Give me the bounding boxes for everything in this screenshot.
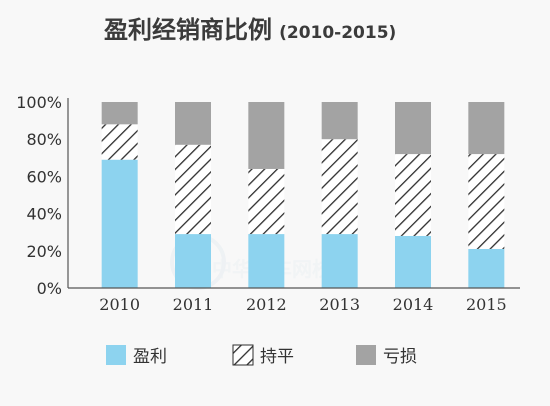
bar-segment-breakeven-2015: [468, 154, 505, 249]
bar-segment-breakeven-2011: [175, 144, 211, 235]
legend-swatch-2: [356, 345, 376, 365]
x-tick-label: 2012: [246, 295, 287, 314]
x-axis: 2010 2011 2012 2013 2014 2015: [68, 287, 520, 314]
x-tick-label: 2010: [99, 295, 140, 314]
x-tick-label: 2011: [173, 295, 214, 314]
bar-segment-breakeven-2014: [395, 154, 431, 236]
y-tick-label: 60%: [26, 167, 62, 186]
bar-segment-loss-2015: [468, 102, 505, 155]
bar-segment-loss-2012: [248, 102, 285, 169]
bar-segment-breakeven-2013: [321, 139, 358, 235]
chart-title-main: 盈利经销商比例: [103, 16, 272, 44]
legend-label: 持平: [260, 347, 294, 367]
bars-group: [101, 102, 505, 288]
bar-segment-loss-2011: [175, 102, 211, 145]
legend-label: 盈利: [133, 347, 167, 367]
bar-segment-loss-2013: [321, 102, 358, 140]
chart-title-sub: (2010-2015): [279, 23, 396, 43]
bar-segment-profit-2014: [395, 235, 431, 288]
chart-title: 盈利经销商比例 (2010-2015): [103, 16, 396, 44]
bar-segment-profit-2013: [321, 234, 358, 288]
legend-swatch-0: [106, 345, 126, 365]
y-tick-label: 80%: [26, 130, 62, 149]
bar-segment-profit-2011: [175, 234, 211, 288]
bar-segment-profit-2012: [248, 234, 285, 288]
y-tick-label: 0%: [37, 279, 62, 298]
legend: 盈利 持平 亏损: [106, 344, 417, 367]
x-tick-label: 2015: [466, 295, 507, 314]
y-tick-label: 20%: [26, 242, 62, 261]
y-axis: 0% 20% 40% 60% 80% 100%: [16, 93, 69, 298]
bar-segment-breakeven-2010: [101, 124, 138, 160]
bar-segment-breakeven-2012: [248, 168, 285, 235]
bar-segment-profit-2010: [101, 159, 138, 288]
legend-label: 亏损: [383, 347, 417, 367]
bar-segment-profit-2015: [468, 248, 505, 288]
bar-segment-loss-2014: [395, 102, 431, 155]
bar-segment-loss-2010: [101, 102, 138, 125]
x-tick-label: 2013: [319, 295, 360, 314]
y-tick-label: 40%: [26, 205, 62, 224]
y-tick-label: 100%: [16, 93, 62, 112]
legend-swatch-1: [232, 344, 254, 366]
x-tick-label: 2014: [393, 295, 434, 314]
